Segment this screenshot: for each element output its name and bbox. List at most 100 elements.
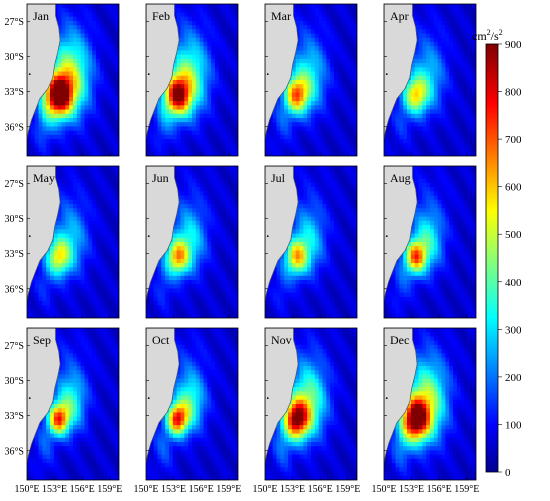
field-cell xyxy=(192,29,197,34)
field-cell xyxy=(460,122,465,127)
field-cell xyxy=(69,246,74,251)
field-cell xyxy=(57,275,62,281)
field-cell xyxy=(422,84,427,89)
field-cell xyxy=(69,139,74,144)
field-cell xyxy=(311,33,316,39)
field-cell xyxy=(76,229,82,234)
field-cell xyxy=(407,96,412,102)
field-cell xyxy=(334,12,339,18)
field-cell xyxy=(111,88,116,94)
field-cell xyxy=(460,105,465,110)
field-cell xyxy=(153,267,158,272)
field-cell xyxy=(215,101,220,106)
field-cell xyxy=(288,105,293,110)
field-cell xyxy=(92,92,97,98)
field-cell xyxy=(176,63,181,68)
field-cell xyxy=(65,275,70,281)
field-cell xyxy=(96,75,101,81)
field-cell xyxy=(445,88,450,94)
field-cell xyxy=(96,143,101,148)
field-cell xyxy=(322,12,327,18)
field-cell xyxy=(146,147,151,153)
field-cell xyxy=(176,254,181,260)
field-cell xyxy=(345,58,350,64)
field-cell xyxy=(188,212,193,218)
field-cell xyxy=(57,16,62,22)
field-cell xyxy=(449,143,454,148)
field-cell xyxy=(199,258,204,264)
field-cell xyxy=(76,80,82,85)
field-cell xyxy=(76,143,82,148)
field-cell xyxy=(115,280,119,285)
field-cell xyxy=(65,147,70,153)
field-cell xyxy=(180,199,185,205)
field-cell xyxy=(192,37,197,43)
field-cell xyxy=(299,46,304,51)
field-cell xyxy=(230,113,235,119)
field-cell xyxy=(430,80,435,85)
field-cell xyxy=(199,174,204,180)
field-cell xyxy=(96,67,101,72)
field-cell xyxy=(157,263,162,268)
field-cell xyxy=(111,166,116,171)
field-cell xyxy=(430,20,435,26)
field-cell xyxy=(422,71,427,77)
field-cell xyxy=(288,118,293,123)
field-cell xyxy=(57,237,62,243)
field-cell xyxy=(65,118,70,123)
field-cell xyxy=(314,75,320,81)
field-cell xyxy=(395,126,400,132)
field-cell xyxy=(76,182,82,188)
field-cell xyxy=(65,151,70,156)
field-cell xyxy=(445,71,450,77)
field-cell xyxy=(176,143,181,148)
field-cell xyxy=(207,8,212,13)
field-cell xyxy=(326,118,331,123)
field-cell xyxy=(207,208,212,213)
field-cell xyxy=(103,20,108,26)
field-cell xyxy=(80,258,85,264)
field-cell xyxy=(330,147,335,153)
field-cell xyxy=(111,225,116,230)
field-cell xyxy=(146,130,151,136)
field-cell xyxy=(334,67,339,72)
field-cell xyxy=(311,113,316,119)
field-cell xyxy=(291,80,297,85)
field-cell xyxy=(57,88,62,94)
field-cell xyxy=(180,16,185,22)
field-cell xyxy=(61,54,66,60)
field-cell xyxy=(426,12,431,18)
field-cell xyxy=(203,113,208,119)
field-cell xyxy=(73,96,78,102)
field-cell xyxy=(345,16,350,22)
field-cell xyxy=(73,220,78,226)
field-cell xyxy=(65,258,70,264)
field-cell xyxy=(207,80,212,85)
field-cell xyxy=(107,250,112,256)
field-cell xyxy=(165,134,170,140)
field-cell xyxy=(345,84,350,89)
field-cell xyxy=(456,134,462,140)
field-cell xyxy=(337,101,343,106)
field-cell xyxy=(472,122,476,127)
field-cell xyxy=(161,122,166,127)
field-cell xyxy=(222,147,227,153)
field-cell xyxy=(96,63,101,68)
field-cell xyxy=(215,33,220,39)
field-cell xyxy=(203,29,208,34)
field-cell xyxy=(445,130,450,136)
field-cell xyxy=(337,139,343,144)
field-cell xyxy=(84,92,89,98)
field-cell xyxy=(403,101,408,106)
field-cell xyxy=(345,109,350,115)
field-cell xyxy=(80,292,85,298)
field-cell xyxy=(42,139,47,144)
field-cell xyxy=(453,29,458,34)
field-cell xyxy=(318,130,323,136)
field-cell xyxy=(73,254,78,260)
field-cell xyxy=(337,20,343,26)
field-cell xyxy=(27,134,32,140)
field-cell xyxy=(69,275,74,281)
field-cell xyxy=(92,16,97,22)
field-cell xyxy=(203,233,208,239)
